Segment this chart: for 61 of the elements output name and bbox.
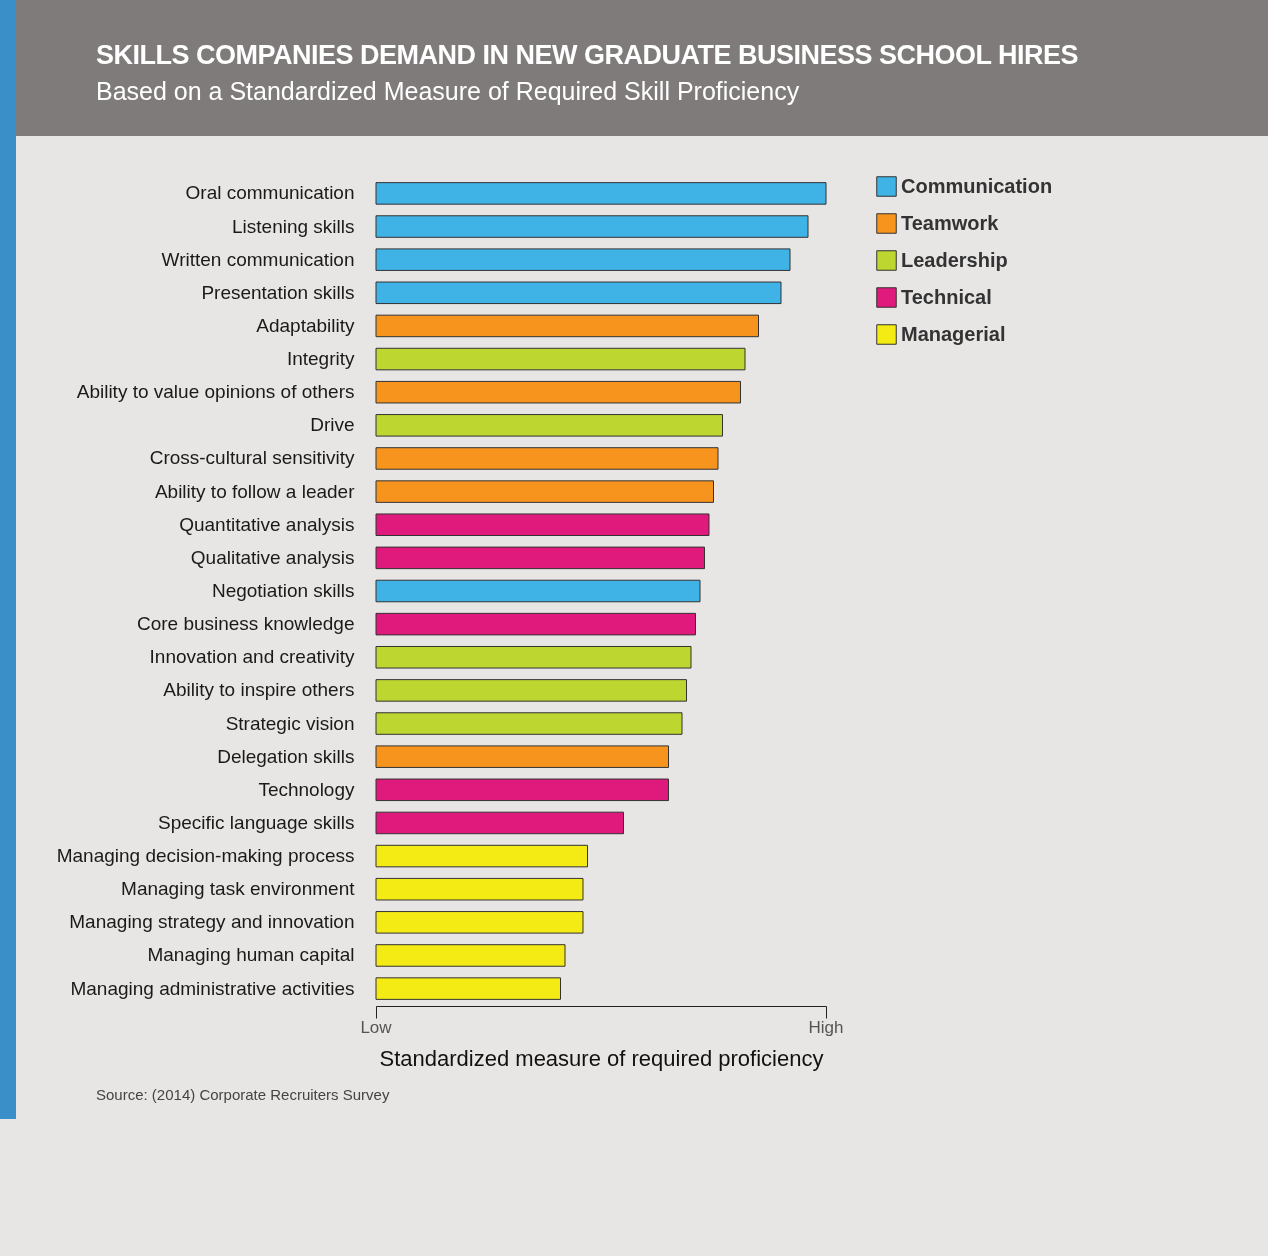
bar [375, 646, 692, 669]
y-tick-label: Ability to value opinions of others [76, 381, 355, 403]
y-tick-label: Managing human capital [147, 944, 355, 966]
y-tick-label: Core business knowledge [136, 613, 355, 635]
y-tick-label: Listening skills [232, 215, 355, 237]
bar [375, 447, 719, 470]
chart-title: SKILLS COMPANIES DEMAND IN NEW GRADUATE BUSINESS SCHOOL HIRES [96, 40, 1080, 71]
bar [375, 414, 723, 437]
y-tick-label: Managing administrative activities [70, 977, 355, 999]
bar [375, 778, 669, 802]
bar [375, 480, 714, 503]
x-axis-title: Standardized measure of required proficiency [379, 1046, 824, 1071]
bar [375, 911, 584, 934]
text: Low [360, 1018, 393, 1037]
bar [375, 215, 809, 238]
bar [375, 281, 782, 305]
y-tick-label: Qualitative analysis [190, 546, 355, 568]
y-tick-label: Drive [310, 414, 355, 436]
chart-subtitle: Based on a Standardized Measure of Required Skill Proficiency [96, 77, 801, 106]
source-note: Source: (2014) Corporate Recruiters Survey [0, 1080, 1268, 1119]
bar [375, 811, 624, 835]
bar [375, 877, 584, 901]
bar [375, 977, 561, 1000]
y-tick-label: Technology [258, 778, 355, 800]
legend-label: Managerial [901, 322, 1006, 345]
y-tick-label: Quantitative analysis [179, 513, 355, 535]
bar [375, 248, 791, 271]
y-tick-label: Adaptability [256, 314, 355, 336]
bar [375, 513, 710, 536]
text: High [808, 1018, 844, 1037]
bar [375, 579, 701, 603]
bar [375, 314, 759, 338]
bar [375, 380, 741, 404]
y-tick-label: Strategic vision [225, 712, 355, 734]
y-tick-label: Written communication [161, 248, 355, 270]
y-tick-label: Integrity [286, 348, 355, 370]
y-tick-label: Negotiation skills [211, 580, 355, 601]
y-tick-label: Managing task environment [121, 878, 356, 900]
y-tick-label: Cross-cultural sensitivity [149, 447, 355, 469]
bar [375, 712, 683, 735]
legend-label: Technical [901, 285, 992, 308]
y-tick-label: Innovation and creativity [149, 646, 355, 668]
legend-label: Communication [901, 174, 1053, 197]
y-tick-label: Presentation skills [201, 281, 355, 303]
bar [375, 347, 746, 371]
bar [375, 546, 705, 570]
y-tick-label: Specific language skills [158, 811, 355, 833]
y-tick-label: Managing decision-making process [56, 845, 355, 867]
legend-label: Leadership [901, 248, 1008, 271]
bar [375, 944, 566, 967]
bar [375, 679, 687, 702]
y-tick-label: Oral communication [185, 182, 355, 204]
y-tick-label: Delegation skills [217, 745, 355, 767]
y-tick-label: Ability to follow a leader [154, 480, 356, 502]
y-tick-label: Ability to inspire others [163, 679, 355, 701]
bar [375, 844, 588, 868]
y-tick-label: Managing strategy and innovation [69, 911, 355, 933]
bar [375, 745, 669, 768]
legend-label: Teamwork [901, 211, 1000, 234]
bar [375, 612, 696, 636]
bar [375, 182, 827, 205]
